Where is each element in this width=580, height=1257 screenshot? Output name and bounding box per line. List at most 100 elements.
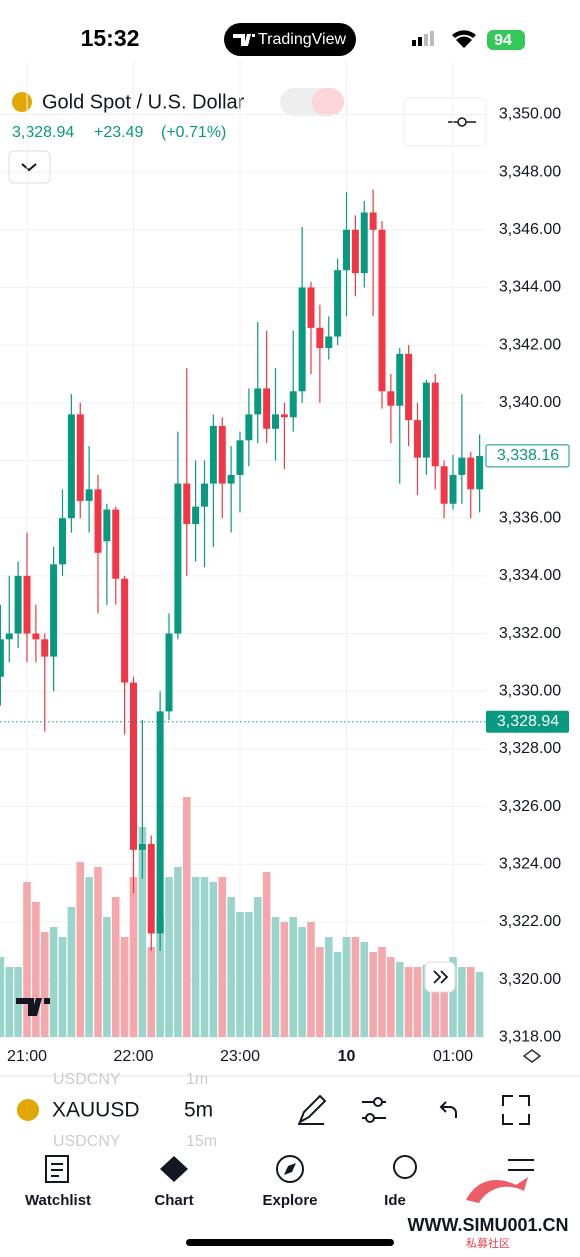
volume-bar — [174, 867, 182, 1037]
volume-bar — [475, 972, 484, 1037]
volume-bar — [458, 967, 466, 1037]
volume-bar — [413, 967, 422, 1037]
collapse-button[interactable] — [8, 150, 51, 184]
x-tick-label: 10 — [338, 1048, 356, 1065]
nav-label[interactable]: Explore — [262, 1192, 317, 1209]
nav-label[interactable]: Watchlist — [25, 1192, 91, 1209]
y-tick-label: 3,348.00 — [499, 163, 561, 180]
candle-body — [316, 327, 324, 349]
menu-icon[interactable] — [508, 1159, 534, 1171]
volume-bar — [191, 877, 200, 1037]
candle-body — [112, 509, 120, 579]
y-tick-label: 3,324.00 — [499, 855, 561, 872]
watermark-logo — [466, 1177, 528, 1203]
x-tick-label: 22:00 — [113, 1048, 153, 1065]
volume-bar — [404, 967, 413, 1037]
current-price-box — [486, 710, 569, 733]
volume-bar — [138, 827, 147, 1037]
chart: 3,318.00 3,320.00 3,322.00 3,324.00 3,326.00… — [0, 60, 570, 1065]
y-tick-label: 3,334.00 — [499, 567, 561, 584]
volume-bar — [262, 872, 271, 1037]
mode-toggle-active — [312, 88, 344, 116]
candle-body — [32, 633, 40, 640]
candle-body — [14, 575, 22, 634]
candle-body — [5, 633, 13, 640]
candle-body — [165, 633, 173, 712]
candle-body — [405, 353, 413, 421]
wifi-icon — [452, 30, 476, 48]
ideas-icon[interactable] — [393, 1155, 417, 1179]
volume-bar — [147, 947, 156, 1037]
volume-bar — [369, 952, 377, 1037]
candle-body — [298, 287, 306, 392]
volume-bar — [360, 942, 369, 1037]
candle-body — [449, 474, 457, 504]
volume-bar — [85, 877, 93, 1037]
header-change: +23.49 — [94, 124, 143, 141]
app-name: TradingView — [258, 31, 346, 48]
candle-body — [138, 844, 146, 850]
volume-bar — [466, 967, 475, 1037]
volume-bar — [120, 937, 129, 1037]
explore-icon[interactable] — [276, 1155, 304, 1183]
y-tick-label: 3,326.00 — [499, 798, 561, 815]
toolbar-symbol[interactable]: XAUUSD — [52, 1099, 140, 1122]
ghost-interval: 1m — [186, 1071, 208, 1088]
candle-body — [50, 564, 58, 657]
candle-body — [476, 455, 484, 490]
volume-bar — [209, 882, 218, 1037]
candle-body — [121, 578, 129, 683]
volume-bar — [431, 962, 440, 1037]
candle-body — [156, 711, 164, 934]
volume-bar — [40, 932, 49, 1037]
volume-bar — [227, 897, 235, 1037]
y-tick-label: 3,350.00 — [499, 106, 561, 123]
settings-icon[interactable] — [522, 1049, 542, 1063]
chart-nav-icon[interactable] — [160, 1156, 188, 1182]
candle-body — [431, 382, 439, 467]
symbol-icon — [17, 1099, 39, 1121]
header-price: 3,328.94 — [12, 124, 74, 141]
candle-body — [183, 483, 191, 524]
watchlist-icon[interactable] — [45, 1155, 69, 1183]
fullscreen-icon[interactable] — [502, 1095, 530, 1125]
volume-bar — [351, 937, 360, 1037]
signal-icon — [412, 31, 434, 46]
candle-body — [67, 414, 75, 519]
undo-icon[interactable] — [439, 1101, 457, 1118]
y-tick-label: 3,320.00 — [499, 971, 561, 988]
candle-body — [307, 287, 315, 328]
volume-bar — [32, 902, 40, 1037]
volume-bar — [333, 952, 342, 1037]
volume-bar — [236, 912, 244, 1037]
volume-bar — [449, 957, 457, 1037]
candle-body — [378, 229, 386, 392]
volume-bar — [67, 907, 76, 1037]
draw-icon[interactable] — [298, 1094, 327, 1125]
volume-bar — [5, 967, 14, 1037]
y-tick-label: 3,328.00 — [499, 740, 561, 757]
drawing-widget[interactable] — [403, 97, 487, 147]
toolbar-interval[interactable]: 5m — [184, 1099, 213, 1122]
volume-bar — [156, 917, 164, 1037]
candle-body — [254, 388, 262, 415]
ghost-interval: 15m — [186, 1133, 217, 1150]
candle-body — [272, 414, 279, 429]
x-tick-label: 01:00 — [433, 1048, 473, 1065]
candle-body — [387, 391, 395, 406]
ghost-symbol: USDCNY — [53, 1133, 121, 1150]
nav-label[interactable]: Chart — [154, 1192, 193, 1209]
volume-bar — [316, 947, 324, 1037]
volume-bar — [182, 797, 191, 1037]
y-tick-label: 3,336.00 — [499, 509, 561, 526]
volume-bar — [76, 862, 85, 1037]
tv-logo — [233, 34, 255, 46]
x-tick-label: 23:00 — [220, 1048, 260, 1065]
candle-body — [0, 639, 4, 677]
nav-label[interactable]: Ide — [384, 1192, 406, 1209]
candle-body — [414, 420, 421, 458]
watermark-site: WWW.SIMU001.CN — [407, 1215, 568, 1235]
candle-body — [130, 682, 137, 850]
explore-needle — [284, 1163, 296, 1175]
